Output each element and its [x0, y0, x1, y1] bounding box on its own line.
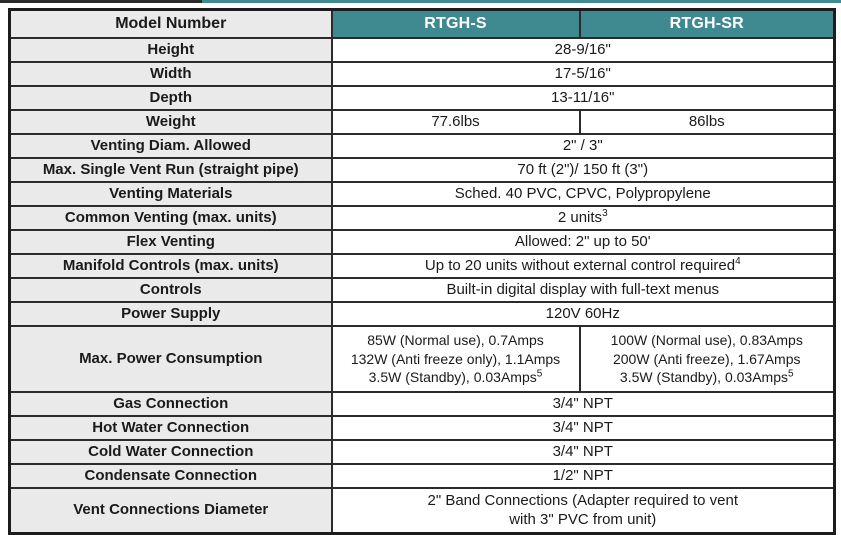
value-text: Up to 20 units without external control … [424, 256, 736, 274]
row-value: Built-in digital display with full-text … [330, 277, 836, 303]
row-label: Venting Diam. Allowed [8, 133, 333, 159]
value-text: 2 units [557, 208, 603, 226]
table-row-venting-materials: Venting Materials Sched. 40 PVC, CPVC, P… [8, 181, 836, 207]
value-text: 120V 60Hz [545, 304, 620, 322]
table-row-depth: Depth 13-11/16" [8, 85, 836, 111]
row-label: Flex Venting [8, 229, 333, 255]
row-label: Height [8, 37, 333, 63]
row-label: Depth [8, 85, 333, 111]
table-row-flex-venting: Flex Venting Allowed: 2" up to 50' [8, 229, 836, 255]
row-value: Allowed: 2" up to 50' [330, 229, 836, 255]
footnote-marker: 5 [536, 368, 543, 380]
table-row-cold-water-connection: Cold Water Connection 3/4" NPT [8, 439, 836, 465]
row-value: 2 units3 [330, 205, 836, 231]
footnote-marker: 3 [602, 207, 608, 219]
row-label: Vent Connections Diameter [8, 487, 333, 535]
value-text: 3/4" NPT [552, 442, 613, 460]
row-label: Manifold Controls (max. units) [8, 253, 333, 279]
table-row-power-supply: Power Supply 120V 60Hz [8, 301, 836, 327]
power-line-standby: 3.5W (Standby), 0.03Amps5 [619, 368, 794, 386]
value-text: 1/2" NPT [552, 466, 613, 484]
row-label: Controls [8, 277, 333, 303]
table-row-height: Height 28-9/16" [8, 37, 836, 63]
row-value: 2" / 3" [330, 133, 836, 159]
row-label: Hot Water Connection [8, 415, 333, 441]
value-text: Built-in digital display with full-text … [446, 280, 720, 298]
power-line-normal: 85W (Normal use), 0.7Amps [367, 332, 544, 349]
row-value-rtgh-s: 77.6lbs [330, 109, 581, 135]
table-row-max-vent-run: Max. Single Vent Run (straight pipe) 70 … [8, 157, 836, 183]
table-row-width: Width 17-5/16" [8, 61, 836, 87]
power-line-antifreeze: 132W (Anti freeze only), 1.1Amps [350, 350, 561, 367]
footnote-marker: 5 [788, 368, 794, 380]
row-label: Weight [8, 109, 333, 135]
row-value: 17-5/16" [330, 61, 836, 87]
table-row-venting-diam: Venting Diam. Allowed 2" / 3" [8, 133, 836, 159]
table-row-gas-connection: Gas Connection 3/4" NPT [8, 391, 836, 417]
table-header-row: Model Number RTGH-S RTGH-SR [8, 8, 836, 39]
footnote-marker: 4 [735, 255, 741, 267]
row-value: 70 ft (2")/ 150 ft (3") [330, 157, 836, 183]
row-value-rtgh-sr: 100W (Normal use), 0.83Amps 200W (Anti f… [578, 325, 836, 393]
row-label: Gas Connection [8, 391, 333, 417]
column-header-rtgh-s: RTGH-S [330, 8, 581, 39]
row-value: 3/4" NPT [330, 439, 836, 465]
table-row-condensate-connection: Condensate Connection 1/2" NPT [8, 463, 836, 489]
table-row-weight: Weight 77.6lbs 86lbs [8, 109, 836, 135]
row-value: 28-9/16" [330, 37, 836, 63]
row-value: 2" Band Connections (Adapter required to… [330, 487, 836, 535]
spec-table: Model Number RTGH-S RTGH-SR Height 28-9/… [8, 8, 836, 535]
table-row-manifold-controls: Manifold Controls (max. units) Up to 20 … [8, 253, 836, 279]
value-text: 28-9/16" [554, 40, 611, 58]
row-value: Sched. 40 PVC, CPVC, Polypropylene [330, 181, 836, 207]
row-label: Power Supply [8, 301, 333, 327]
value-text: 2" / 3" [562, 136, 603, 154]
value-text: 3/4" NPT [552, 394, 613, 412]
row-label: Condensate Connection [8, 463, 333, 489]
value-line-2: with 3" PVC from unit) [509, 510, 657, 528]
row-value: 1/2" NPT [330, 463, 836, 489]
column-header-rtgh-sr: RTGH-SR [578, 8, 836, 39]
value-text: 13-11/16" [551, 88, 615, 106]
table-row-common-venting: Common Venting (max. units) 2 units3 [8, 205, 836, 231]
row-value: Up to 20 units without external control … [330, 253, 836, 279]
row-value: 3/4" NPT [330, 391, 836, 417]
row-value: 3/4" NPT [330, 415, 836, 441]
model-number-header: Model Number [8, 8, 333, 39]
value-text: 70 ft (2")/ 150 ft (3") [517, 160, 649, 178]
power-line-antifreeze: 200W (Anti freeze), 1.67Amps [612, 350, 801, 367]
table-row-vent-connections-diameter: Vent Connections Diameter 2" Band Connec… [8, 487, 836, 535]
row-value: 120V 60Hz [330, 301, 836, 327]
value-text: Sched. 40 PVC, CPVC, Polypropylene [454, 184, 711, 202]
row-label: Common Venting (max. units) [8, 205, 333, 231]
table-row-controls: Controls Built-in digital display with f… [8, 277, 836, 303]
row-label: Venting Materials [8, 181, 333, 207]
value-text: Allowed: 2" up to 50' [514, 232, 651, 250]
value-line-1: 2" Band Connections (Adapter required to… [427, 491, 739, 509]
power-line-standby: 3.5W (Standby), 0.03Amps5 [368, 368, 543, 386]
row-label: Max. Single Vent Run (straight pipe) [8, 157, 333, 183]
row-label: Max. Power Consumption [8, 325, 333, 393]
row-value-rtgh-s: 85W (Normal use), 0.7Amps 132W (Anti fre… [330, 325, 581, 393]
value-text: 17-5/16" [554, 64, 611, 82]
value-text: 3/4" NPT [552, 418, 613, 436]
table-row-max-power-consumption: Max. Power Consumption 85W (Normal use),… [8, 325, 836, 393]
row-label: Width [8, 61, 333, 87]
row-value: 13-11/16" [330, 85, 836, 111]
row-value-rtgh-sr: 86lbs [578, 109, 836, 135]
table-row-hot-water-connection: Hot Water Connection 3/4" NPT [8, 415, 836, 441]
cropped-page-edge [0, 0, 841, 3]
row-label: Cold Water Connection [8, 439, 333, 465]
power-line-normal: 100W (Normal use), 0.83Amps [610, 332, 803, 349]
